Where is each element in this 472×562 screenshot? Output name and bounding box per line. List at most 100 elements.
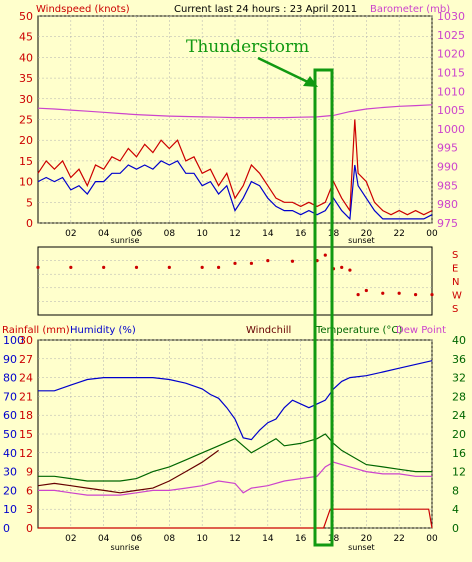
direction-point-20 xyxy=(413,293,418,297)
temp-x-tick-7: 16 xyxy=(295,534,307,544)
temp-y2-tick-1: 4 xyxy=(452,503,459,516)
temp-x-tick-8: 18 xyxy=(328,534,340,544)
wind-y-tick-5: 25 xyxy=(19,114,33,127)
wind-sun-markers: sunrise sunset xyxy=(111,236,375,245)
humidity-y-tick-10: 100 xyxy=(3,334,24,347)
temp-x-tick-6: 14 xyxy=(262,534,274,544)
rain-y-tick-0: 0 xyxy=(26,522,33,535)
humidity-y-tick-7: 70 xyxy=(3,390,17,403)
temperature-y2-ticks: 0 4 8 12 16 20 24 28 32 36 40 xyxy=(452,334,466,535)
wind-x-ticks: 02 04 06 08 10 12 14 16 18 20 22 00 xyxy=(65,229,438,239)
temp-series-3 xyxy=(38,433,432,482)
wind-x-tick-2: 06 xyxy=(131,229,143,239)
wind-y-tick-3: 15 xyxy=(19,155,33,168)
wind-y-tick-7: 35 xyxy=(19,72,33,85)
rain-y-tick-4: 12 xyxy=(19,447,33,460)
direction-point-7 xyxy=(233,261,237,265)
temperature-sun-markers: sunrise sunset xyxy=(111,543,375,552)
temp-y2-tick-0: 0 xyxy=(452,522,459,535)
temp-y2-tick-5: 20 xyxy=(452,428,466,441)
barometer-y-tick-4: 995 xyxy=(437,142,458,155)
temperature-axis-label: Temperature (°C) xyxy=(315,325,402,336)
wind-x-tick-7: 16 xyxy=(295,229,307,239)
barometer-y-tick-1: 980 xyxy=(437,198,458,211)
barometer-y-ticks: 975 980 985 990 995 1000 1005 1010 1015 1020 1025 1… xyxy=(437,10,465,230)
direction-point-8 xyxy=(249,261,254,265)
temp-y2-tick-9: 36 xyxy=(452,353,466,366)
rain-y-tick-5: 15 xyxy=(19,428,33,441)
direction-label-0: S xyxy=(452,250,458,261)
wind-x-tick-5: 12 xyxy=(229,229,240,239)
barometer-y-tick-11: 1030 xyxy=(437,10,465,23)
humidity-y-tick-2: 20 xyxy=(3,484,17,497)
temp-x-tick-9: 20 xyxy=(361,534,373,544)
rain-y-tick-10: 30 xyxy=(19,334,33,347)
rain-y-tick-9: 27 xyxy=(19,353,33,366)
temp-x-tick-5: 12 xyxy=(229,534,240,544)
temp-series-4 xyxy=(38,461,432,496)
thunderstorm-highlight-box xyxy=(313,68,334,547)
direction-point-18 xyxy=(381,291,385,295)
direction-point-9 xyxy=(266,259,270,263)
direction-point-14 xyxy=(340,265,344,269)
direction-point-3 xyxy=(134,265,139,269)
thunderstorm-arrow-line xyxy=(257,56,313,86)
temp-x-tick-4: 10 xyxy=(196,534,208,544)
temp-y2-tick-2: 8 xyxy=(452,484,459,497)
temp-series-0 xyxy=(38,508,433,529)
rain-y-tick-3: 9 xyxy=(26,466,33,479)
wind-x-tick-9: 20 xyxy=(361,229,373,239)
humidity-axis-label: Humidity (%) xyxy=(70,325,136,336)
direction-label-3: W xyxy=(452,291,462,302)
wind-x-tick-11: 00 xyxy=(426,229,438,239)
wind-x-tick-8: 18 xyxy=(328,229,340,239)
temp-y2-tick-8: 32 xyxy=(452,372,466,385)
wind-y-tick-8: 40 xyxy=(19,51,33,64)
temp-x-tick-2: 06 xyxy=(131,534,143,544)
thunderstorm-label: Thunderstorm xyxy=(186,37,309,57)
rain-y-tick-6: 18 xyxy=(19,409,33,422)
temp-x-tick-0: 02 xyxy=(65,534,76,544)
temp-y2-tick-10: 40 xyxy=(452,334,466,347)
wind-y-tick-0: 0 xyxy=(26,217,33,230)
wind-y-tick-2: 10 xyxy=(19,176,33,189)
direction-label-2: N xyxy=(452,277,459,288)
barometer-y-tick-6: 1005 xyxy=(437,104,465,117)
direction-point-17 xyxy=(364,288,368,293)
wind-y-ticks: 0 5 10 15 20 25 30 35 40 45 50 xyxy=(19,10,33,230)
wind-y-tick-9: 45 xyxy=(19,31,33,44)
temp-y2-tick-6: 24 xyxy=(452,409,466,422)
wind-x-tick-1: 04 xyxy=(98,229,110,239)
wind-x-tick-4: 10 xyxy=(196,229,208,239)
temp-marker-1: sunset xyxy=(348,543,375,552)
temp-y2-tick-4: 16 xyxy=(452,447,466,460)
rainfall-axis-label: Rainfall (mm) xyxy=(2,325,70,336)
temp-series-2 xyxy=(37,449,219,494)
wind-y-tick-10: 50 xyxy=(19,10,33,23)
wind-series-0 xyxy=(37,119,433,216)
temp-y2-tick-3: 12 xyxy=(452,466,466,479)
windspeed-axis-label: Windspeed (knots) xyxy=(36,4,130,15)
direction-point-10 xyxy=(290,259,295,263)
humidity-y-tick-5: 50 xyxy=(3,428,17,441)
direction-point-5 xyxy=(200,265,204,269)
humidity-y-tick-8: 80 xyxy=(3,372,17,385)
wind-y-tick-6: 30 xyxy=(19,93,33,106)
direction-point-2 xyxy=(102,265,106,269)
direction-point-19 xyxy=(397,291,401,295)
wind-series-1 xyxy=(37,160,433,221)
barometer-y-tick-5: 1000 xyxy=(437,123,465,136)
temperature-x-ticks: 02 04 06 08 10 12 14 16 18 20 22 00 xyxy=(65,534,438,544)
wind-series-2 xyxy=(37,104,433,119)
direction-point-12 xyxy=(323,253,327,257)
humidity-y-tick-6: 60 xyxy=(3,409,17,422)
direction-grid xyxy=(38,260,432,302)
barometer-y-tick-2: 985 xyxy=(437,179,458,192)
humidity-y-tick-4: 40 xyxy=(3,447,17,460)
wind-y-tick-4: 20 xyxy=(19,134,33,147)
temp-series-1 xyxy=(38,360,433,441)
